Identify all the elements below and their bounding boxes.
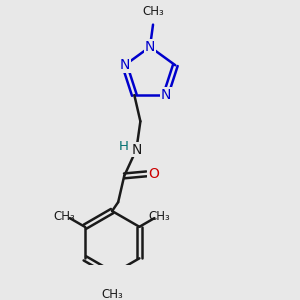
Text: O: O (148, 167, 159, 181)
Text: CH₃: CH₃ (148, 210, 170, 223)
Text: CH₃: CH₃ (54, 210, 76, 223)
Text: N: N (160, 88, 171, 102)
Text: N: N (145, 40, 155, 54)
Text: CH₃: CH₃ (101, 288, 123, 300)
Text: CH₃: CH₃ (142, 4, 164, 18)
Text: N: N (119, 58, 130, 72)
Text: N: N (131, 142, 142, 157)
Text: H: H (118, 140, 128, 153)
